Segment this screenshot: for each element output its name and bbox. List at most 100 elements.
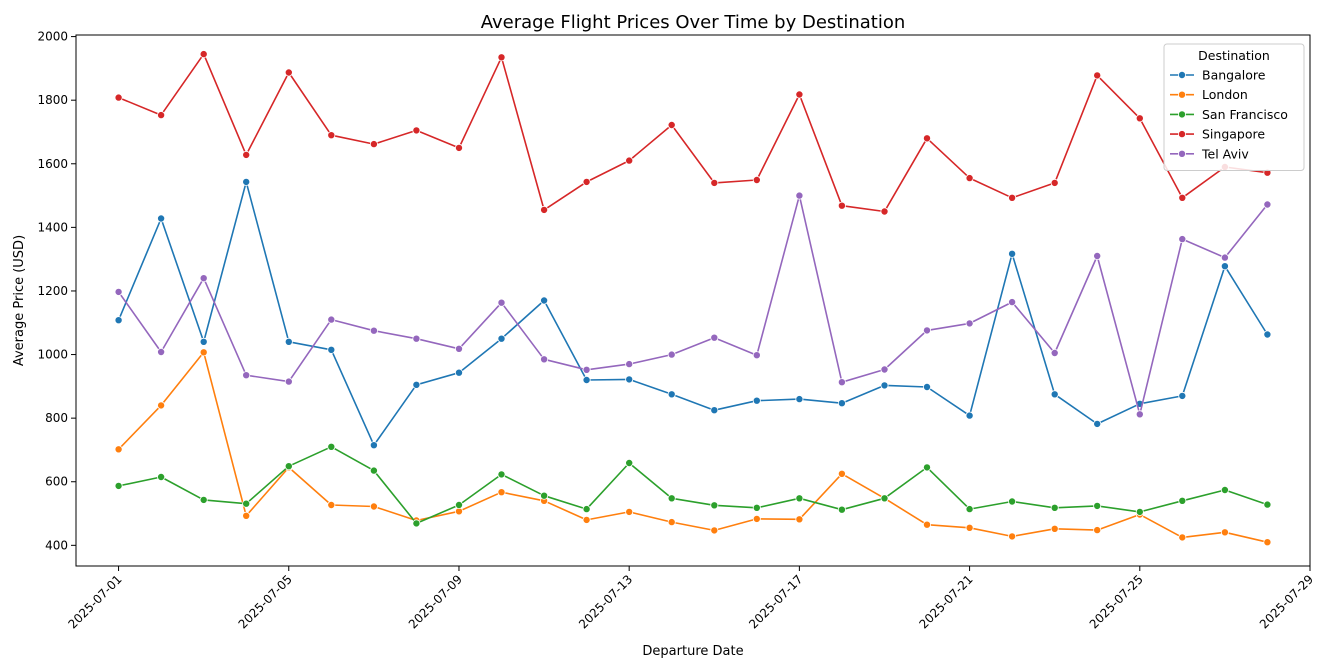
data-point-singapore (114, 93, 123, 102)
data-point-san-francisco (1220, 485, 1229, 494)
data-point-london (1050, 524, 1059, 533)
data-point-tel-aviv (540, 355, 549, 364)
data-point-singapore (795, 90, 804, 99)
series-line-singapore (118, 53, 1268, 213)
x-tick-label: 2025-07-21 (916, 572, 975, 631)
data-point-bangalore (752, 396, 761, 405)
data-point-san-francisco (369, 466, 378, 475)
x-tick-label: 2025-07-25 (1087, 572, 1146, 631)
data-point-tel-aviv (1093, 251, 1102, 260)
data-point-bangalore (837, 399, 846, 408)
y-tick-label: 1000 (37, 348, 68, 362)
legend-entry-singapore: Singapore (1170, 127, 1265, 142)
data-point-tel-aviv (1263, 200, 1272, 209)
data-point-tel-aviv (497, 298, 506, 307)
series-line-bangalore (117, 181, 1269, 447)
data-point-singapore (1050, 178, 1059, 187)
data-point-san-francisco (752, 503, 761, 512)
x-tick-label: 2025-07-29 (1257, 572, 1316, 631)
data-point-san-francisco (199, 495, 208, 504)
data-point-tel-aviv (1135, 410, 1144, 419)
data-point-singapore (412, 126, 421, 135)
data-point-san-francisco (412, 519, 421, 528)
legend-label: San Francisco (1202, 107, 1288, 122)
data-point-san-francisco (625, 458, 634, 467)
data-point-san-francisco (1093, 501, 1102, 510)
data-point-san-francisco (837, 505, 846, 514)
data-point-san-francisco (965, 505, 974, 514)
data-point-tel-aviv (1178, 235, 1187, 244)
x-tick-label: 2025-07-01 (65, 572, 124, 631)
data-point-bangalore (1050, 390, 1059, 399)
legend-label: Bangalore (1202, 68, 1266, 83)
y-tick-label: 800 (45, 411, 68, 425)
data-point-tel-aviv (369, 326, 378, 335)
plot-area (75, 34, 1311, 567)
data-point-london (242, 511, 251, 520)
data-point-singapore (199, 50, 208, 59)
data-point-london (327, 500, 336, 509)
legend-label: London (1202, 87, 1248, 102)
data-point-london (795, 515, 804, 524)
data-point-tel-aviv (284, 377, 293, 386)
data-point-bangalore (795, 395, 804, 404)
series-line-london (118, 351, 1268, 543)
data-point-bangalore (667, 390, 676, 399)
data-point-singapore (454, 143, 463, 152)
y-tick-label: 1200 (37, 284, 68, 298)
data-point-bangalore (369, 441, 378, 450)
y-tick-label: 1600 (37, 157, 68, 171)
data-point-singapore (284, 68, 293, 77)
data-point-singapore (497, 53, 506, 62)
data-point-bangalore (242, 177, 251, 186)
data-point-tel-aviv (965, 319, 974, 328)
data-point-san-francisco (1178, 496, 1187, 505)
data-point-singapore (540, 205, 549, 214)
data-point-singapore (1135, 114, 1144, 123)
data-point-tel-aviv (412, 334, 421, 343)
data-point-san-francisco (540, 491, 549, 500)
data-point-tel-aviv (667, 350, 676, 359)
data-point-bangalore (114, 316, 123, 325)
data-point-bangalore (1093, 419, 1102, 428)
data-point-singapore (752, 175, 761, 184)
data-point-london (1093, 526, 1102, 535)
data-point-san-francisco (710, 501, 719, 510)
data-point-tel-aviv (837, 378, 846, 387)
data-point-san-francisco (327, 442, 336, 451)
series-tel-aviv (114, 191, 1272, 419)
series-singapore (114, 50, 1272, 216)
data-point-tel-aviv (157, 347, 166, 356)
legend: Destination Bangalore London San Francisco… (1163, 43, 1305, 171)
data-point-bangalore (1008, 249, 1017, 258)
data-point-london (1263, 538, 1272, 547)
data-point-bangalore (284, 337, 293, 346)
data-point-tel-aviv (710, 333, 719, 342)
data-point-singapore (625, 156, 634, 165)
legend-marker (1178, 149, 1187, 158)
y-tick-label: 1800 (37, 93, 68, 107)
data-point-london (1178, 533, 1187, 542)
data-point-tel-aviv (582, 365, 591, 374)
data-point-tel-aviv (625, 360, 634, 369)
data-point-bangalore (880, 381, 889, 390)
data-point-san-francisco (795, 494, 804, 503)
x-tick-label: 2025-07-13 (576, 572, 635, 631)
data-point-singapore (710, 178, 719, 187)
data-point-bangalore (1263, 330, 1272, 339)
data-point-london (497, 488, 506, 497)
data-point-bangalore (1178, 391, 1187, 400)
legend-label: Singapore (1202, 127, 1265, 142)
data-point-tel-aviv (752, 351, 761, 360)
data-point-bangalore (582, 375, 591, 384)
data-point-singapore (1008, 193, 1017, 202)
data-point-singapore (923, 134, 932, 143)
data-point-bangalore (1220, 262, 1229, 271)
data-point-london (582, 515, 591, 524)
data-point-singapore (965, 174, 974, 183)
x-tick-label: 2025-07-17 (746, 572, 805, 631)
data-point-tel-aviv (199, 274, 208, 283)
y-axis: 400 600 800 1000 1200 1400 1600 1800 2000 (37, 30, 76, 552)
data-point-london (114, 445, 123, 454)
data-point-bangalore (710, 406, 719, 415)
